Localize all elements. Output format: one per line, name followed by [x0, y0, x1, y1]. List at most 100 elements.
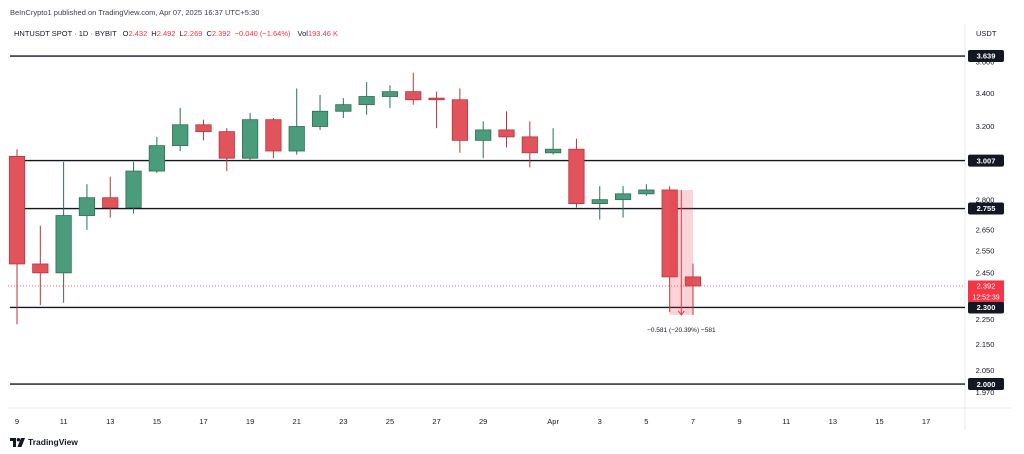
ohlc-high: H2.492: [151, 29, 175, 38]
candle-body: [172, 124, 189, 147]
ohlc-open-label: O: [122, 29, 129, 38]
candle-body: [32, 263, 49, 274]
candle: [591, 186, 608, 220]
candle-body: [55, 215, 72, 274]
tradingview-logo-icon: [10, 437, 25, 447]
level-price-badge-text: 2.755: [977, 204, 996, 213]
price-axis-label: 2.050: [976, 366, 995, 375]
candle: [498, 111, 515, 148]
volume-label: Vol: [297, 29, 308, 38]
level-price-badge-text: 2.000: [977, 380, 996, 389]
time-axis-label: 11: [782, 417, 790, 426]
price-axis-label: 2.250: [976, 315, 995, 324]
candle: [288, 88, 305, 155]
candle: [102, 176, 119, 218]
price-axis-label: 2.150: [976, 340, 995, 349]
candle: [242, 112, 259, 161]
ohlc-low-label: L: [179, 29, 184, 38]
candle-body: [498, 129, 515, 138]
candle: [311, 94, 329, 130]
candle-body: [381, 91, 399, 97]
last-price-badge-bg: [968, 280, 1004, 292]
candle-body: [684, 276, 702, 287]
candle: [335, 98, 352, 118]
level-price-badge: 2.300: [968, 301, 1004, 314]
candle-body: [288, 126, 305, 152]
time-axis-label: 15: [153, 417, 161, 426]
candle-body: [148, 145, 165, 172]
time-axis-label: 19: [246, 417, 254, 426]
candle-body: [195, 124, 212, 133]
candle-body: [451, 99, 468, 141]
candle-body: [428, 97, 445, 101]
time-axis-label: 13: [829, 417, 837, 426]
ohlc-close: C2.392: [206, 29, 230, 38]
candle: [475, 121, 492, 159]
candle: [125, 161, 142, 214]
countdown-badge-bg: [968, 291, 1004, 302]
candle: [568, 138, 585, 208]
symbol-info-bar: HNTUSDT SPOT · 1D · BYBIT O2.432 H2.492 …: [14, 29, 342, 38]
candle-body: [638, 189, 655, 195]
ohlc-open: O2.432: [123, 29, 148, 38]
candle-body: [545, 148, 562, 154]
time-axis-label: 27: [432, 417, 440, 426]
time-axis-label: 17: [922, 417, 930, 426]
candle-body: [265, 119, 282, 152]
last-price-badge-text: 2.392: [977, 282, 996, 291]
price-axis-label: 2.450: [976, 269, 995, 278]
candle: [78, 184, 96, 230]
candle-body: [8, 155, 26, 265]
candle: [218, 128, 235, 172]
candle: [545, 128, 562, 155]
ohlc-open-value: 2.432: [128, 29, 148, 38]
level-price-badge-text: 2.300: [977, 303, 996, 312]
candle: [358, 82, 375, 115]
price-change: −0.040 (−1.64%): [234, 29, 291, 38]
symbol-title: HNTUSDT SPOT · 1D · BYBIT: [14, 29, 117, 38]
candle-body: [335, 104, 352, 112]
candle: [614, 186, 632, 218]
volume: Vol193.46 K: [298, 29, 338, 38]
candle-body: [591, 199, 608, 204]
plot-area: [8, 55, 965, 385]
level-price-badge-bg: [968, 154, 1004, 167]
measure-arrow-icon: [677, 310, 685, 316]
time-axis-label: 9: [15, 417, 19, 426]
last-price-badge: 2.392 12:52:39: [968, 280, 1004, 302]
level-price-badge: 3.639: [968, 50, 1004, 63]
candle-body: [102, 197, 119, 208]
tradingview-brand-label: TradingView: [28, 437, 78, 447]
time-axis-label: 13: [106, 417, 114, 426]
candle: [8, 149, 26, 325]
level-price-badge-bg: [968, 50, 1004, 63]
price-axis-currency: USDT: [976, 29, 997, 38]
candle-body: [405, 91, 422, 101]
volume-value: 193.46 K: [307, 29, 338, 38]
price-axis-label: 2.650: [976, 226, 995, 235]
candle: [265, 117, 282, 159]
candle: [148, 136, 165, 173]
price-axis-label: 3.600: [976, 58, 995, 67]
time-axis-label: 7: [691, 417, 695, 426]
candle: [32, 225, 49, 306]
price-axis-label: 1.970: [976, 388, 995, 397]
candle-body: [358, 96, 375, 106]
candle-body: [568, 148, 585, 204]
time-axis-label: 9: [738, 417, 742, 426]
ohlc-low: L2.269: [179, 29, 202, 38]
time-axis-label: 23: [339, 417, 347, 426]
candle: [661, 186, 678, 313]
published-by-line: BeInCrypto1 published on TradingView.com…: [10, 8, 260, 17]
tradingview-brand-link[interactable]: TradingView: [10, 437, 78, 447]
candle: [55, 161, 72, 303]
candle-body: [125, 170, 142, 208]
price-axis-label: 2.550: [976, 247, 995, 256]
candle: [405, 72, 422, 105]
price-axis-label: 3.400: [976, 89, 995, 98]
ohlc-high-label: H: [151, 29, 157, 38]
candle-body: [475, 129, 492, 141]
time-axis-label: 11: [60, 417, 68, 426]
candle-body: [218, 131, 235, 159]
